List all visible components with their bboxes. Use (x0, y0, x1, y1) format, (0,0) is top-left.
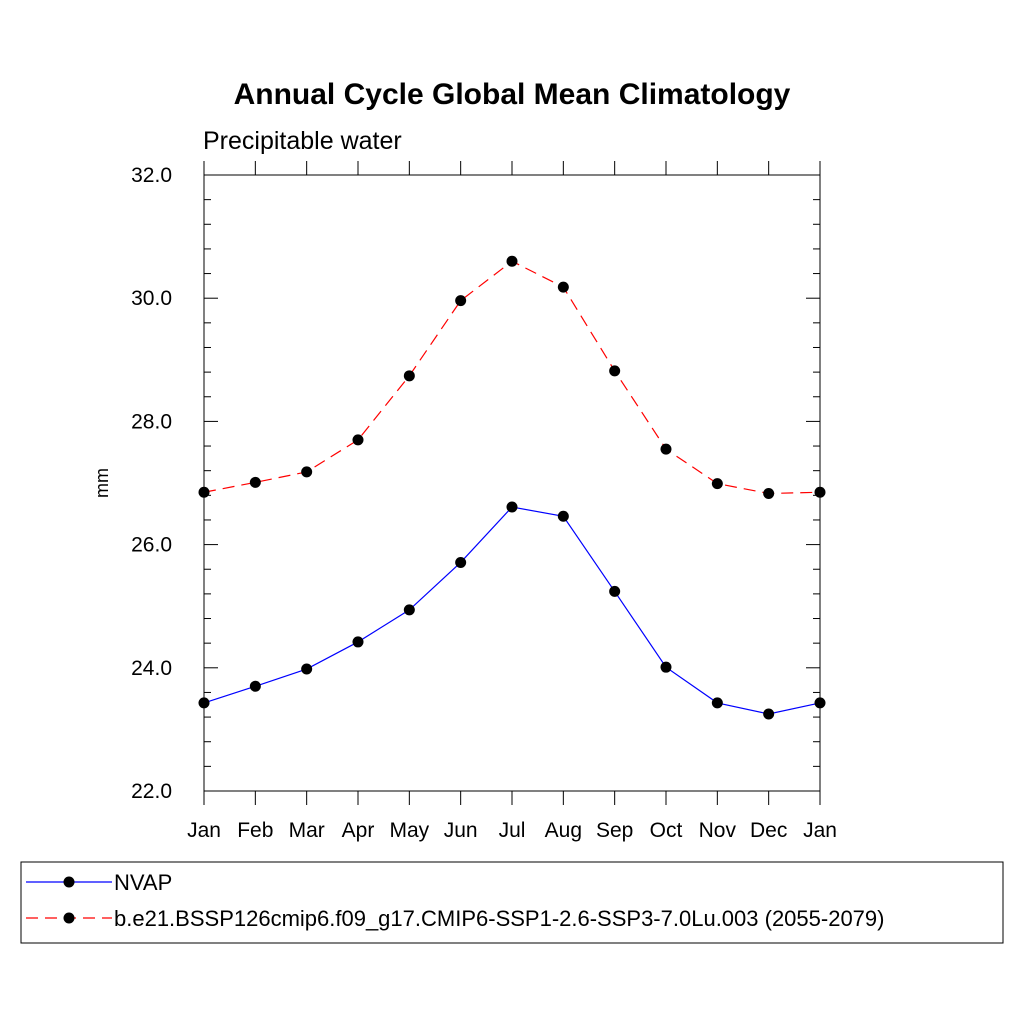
x-tick-label: Feb (237, 819, 273, 842)
x-tick-label: Sep (596, 819, 633, 842)
legend: NVAP b.e21.BSSP126cmip6.f09_g17.CMIP6-SSP… (20, 861, 1004, 944)
legend-label: NVAP (114, 870, 172, 895)
y-tick-label: 26.0 (131, 534, 172, 557)
chart-subtitle: Precipitable water (203, 127, 402, 155)
y-tick-label: 22.0 (131, 780, 172, 803)
series-1-point (352, 434, 364, 446)
series-markers (198, 255, 826, 720)
series-0-point (506, 501, 518, 513)
series-1-point (249, 476, 261, 488)
series-1-point (609, 365, 621, 377)
series-1-point (506, 255, 518, 267)
legend-swatch-marker (63, 912, 75, 924)
y-tick-label: 28.0 (131, 410, 172, 433)
y-tick-label: 30.0 (131, 287, 172, 310)
series-1-point (557, 281, 569, 293)
series-0-point (301, 663, 313, 675)
series-0-point (609, 585, 621, 597)
legend-swatch-marker (63, 876, 75, 888)
x-tick-label: Jan (187, 819, 221, 842)
series-0-point (249, 680, 261, 692)
series-0-point (660, 661, 672, 673)
series-0-point (455, 556, 467, 568)
series-1-point (763, 487, 775, 499)
series-line-0 (203, 506, 821, 715)
y-tick-label: 32.0 (131, 164, 172, 187)
x-tick-label: Jan (803, 819, 837, 842)
series-1-point (403, 370, 415, 382)
legend-entries: NVAP b.e21.BSSP126cmip6.f09_g17.CMIP6-SSP… (26, 870, 884, 931)
x-tick-label: Oct (650, 819, 683, 842)
y-axis-label: mm (92, 468, 112, 498)
x-tick-label: Mar (289, 819, 325, 842)
chart-title: Annual Cycle Global Mean Climatology (234, 78, 791, 111)
legend-label: b.e21.BSSP126cmip6.f09_g17.CMIP6-SSP1-2.… (114, 906, 884, 931)
x-tick-label: Dec (750, 819, 787, 842)
series-0-point (557, 510, 569, 522)
x-tick-label: May (389, 819, 429, 842)
tick-labels: Jan Feb Mar Apr May Jun Jul Aug Sep Oct Nov Dec Jan 2… (131, 164, 837, 842)
x-tick-label: Apr (342, 819, 375, 842)
plot-frame (203, 174, 821, 792)
x-tick-label: Nov (699, 819, 737, 842)
series-1-point (455, 295, 467, 307)
series-1-point (711, 478, 723, 490)
x-tick-label: Jul (499, 819, 526, 842)
series-0-point (711, 697, 723, 709)
series-line-1 (203, 260, 821, 495)
series-0-point (403, 604, 415, 616)
series-0-point (352, 636, 364, 648)
y-tick-label: 24.0 (131, 657, 172, 680)
series-0-point (763, 708, 775, 720)
series-1-point (301, 466, 313, 478)
x-tick-label: Aug (545, 819, 582, 842)
series-1-point (660, 443, 672, 455)
x-tick-label: Jun (444, 819, 478, 842)
series-lines (203, 260, 821, 715)
legend-box (20, 861, 1004, 944)
